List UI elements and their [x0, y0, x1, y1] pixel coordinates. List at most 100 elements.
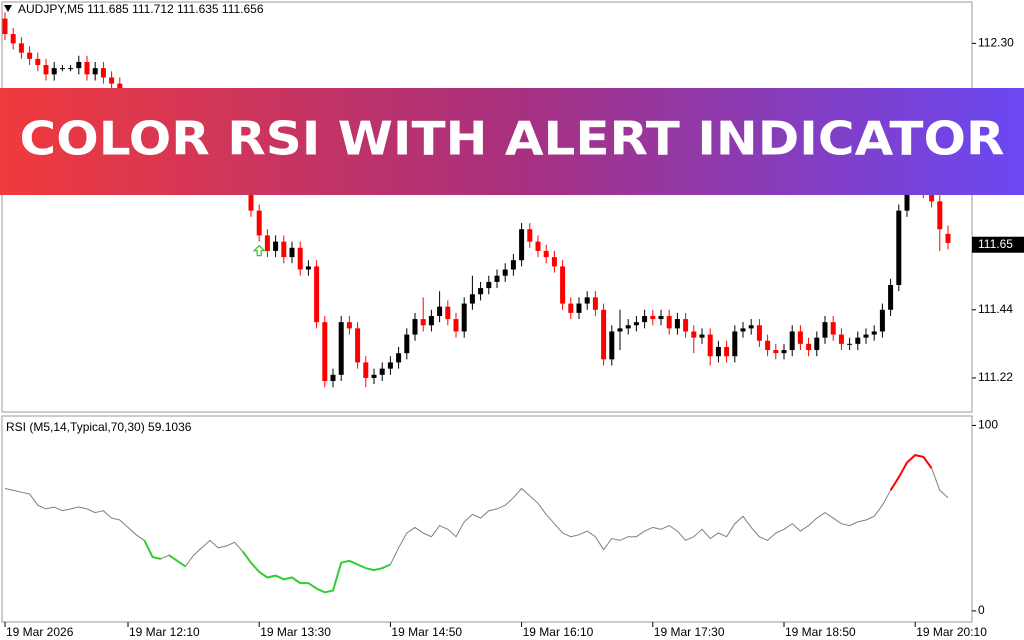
candle-body — [625, 325, 631, 329]
candle-body — [412, 319, 418, 335]
candle-body — [248, 185, 254, 211]
candle-body — [297, 247, 303, 270]
candle-body — [289, 247, 295, 258]
candle-body — [273, 241, 279, 251]
x-tick-label: 19 Mar 13:30 — [260, 625, 331, 639]
candle-body — [658, 315, 664, 320]
candle-body — [691, 331, 697, 338]
candle-body — [707, 334, 713, 357]
candle-body — [355, 328, 361, 363]
price-pane — [1, 1, 973, 413]
candle-body — [76, 61, 82, 69]
candle-body — [346, 322, 352, 329]
candle-body — [469, 294, 475, 304]
candle-body — [396, 353, 402, 363]
candle-body — [2, 18, 8, 35]
candle-body — [740, 328, 746, 332]
candle-body — [314, 266, 320, 323]
rsi-pane — [1, 415, 973, 623]
candle-body — [92, 68, 98, 75]
candle-body — [847, 343, 853, 345]
header-icon — [4, 5, 12, 12]
candle-body — [100, 68, 106, 78]
rsi-oversold — [241, 550, 391, 594]
candle-body — [732, 331, 738, 357]
current-price-label: 111.65 — [978, 237, 1013, 251]
candle-body — [650, 315, 656, 320]
candle-body — [683, 319, 689, 332]
candle-body — [773, 350, 779, 354]
rsi-overbought — [889, 454, 933, 491]
rsi-line — [4, 454, 949, 593]
candle-body — [330, 374, 336, 382]
candle-body — [502, 269, 508, 276]
candle-body — [281, 241, 287, 258]
candle-body — [879, 309, 885, 332]
candle-body — [756, 325, 762, 341]
candle-body — [35, 58, 41, 66]
candle-body — [633, 322, 639, 326]
candle-body — [264, 235, 270, 251]
candle-body — [560, 266, 566, 304]
candle-body — [256, 210, 262, 236]
candle-body — [781, 350, 787, 354]
candle-body — [428, 315, 434, 326]
candle-body — [363, 362, 369, 378]
x-tick-label: 19 Mar 17:30 — [654, 625, 725, 639]
candle-body — [371, 374, 377, 378]
candle-body — [51, 68, 57, 75]
candle-body — [855, 337, 861, 344]
buy-arrow — [252, 244, 266, 257]
candle-body — [830, 322, 836, 335]
candle-body — [68, 68, 74, 70]
candle-body — [806, 343, 812, 351]
candle-body — [797, 331, 803, 344]
x-tick-label: 19 Mar 14:50 — [391, 625, 462, 639]
candle-body — [871, 331, 877, 335]
candle-body — [765, 340, 771, 351]
candle-body — [609, 331, 615, 360]
price-title: AUDJPY,M5 111.685 111.712 111.635 111.65… — [18, 2, 264, 16]
y-tick-label: 100 — [978, 418, 998, 432]
candle-body — [527, 229, 533, 242]
candle-body — [666, 315, 672, 329]
y-tick-label: 112.30 — [978, 36, 1014, 50]
candle-body — [10, 34, 16, 44]
x-tick-label: 19 Mar 12:10 — [129, 625, 200, 639]
candle-body — [674, 319, 680, 329]
candle-body — [453, 319, 459, 332]
y-tick-label: 111.22 — [978, 370, 1013, 384]
candle-body — [576, 303, 582, 313]
x-tick-label: 19 Mar 20:10 — [916, 625, 987, 639]
candle-body — [724, 346, 730, 357]
candle-body — [510, 260, 516, 270]
candle-body — [18, 43, 24, 53]
candle-body — [748, 325, 754, 329]
candle-body — [789, 331, 795, 351]
candle-body — [896, 210, 902, 285]
candle-body — [420, 319, 426, 326]
candle-body — [814, 337, 820, 351]
candle-body — [437, 306, 443, 316]
x-tick-label: 19 Mar 18:50 — [785, 625, 856, 639]
x-tick-label: 19 Mar 2026 — [6, 625, 74, 639]
candle-body — [543, 250, 549, 258]
candle-body — [822, 322, 828, 338]
candle-body — [945, 233, 951, 243]
candle-body — [445, 306, 451, 320]
candle-body — [551, 257, 557, 267]
y-tick-label: 0 — [978, 603, 985, 617]
x-tick-label: 19 Mar 16:10 — [523, 625, 594, 639]
rsi-title: RSI (M5,14,Typical,70,30) 59.1036 — [6, 420, 192, 434]
candle-body — [461, 303, 467, 332]
candle-body — [84, 61, 90, 75]
candle-body — [519, 229, 525, 261]
candle-body — [109, 77, 115, 84]
candle-body — [601, 309, 607, 360]
rsi-oversold — [168, 554, 186, 568]
candle-body — [568, 303, 574, 313]
y-tick-label: 111.44 — [978, 302, 1013, 316]
candle-body — [904, 179, 910, 211]
candle-body — [715, 346, 721, 357]
